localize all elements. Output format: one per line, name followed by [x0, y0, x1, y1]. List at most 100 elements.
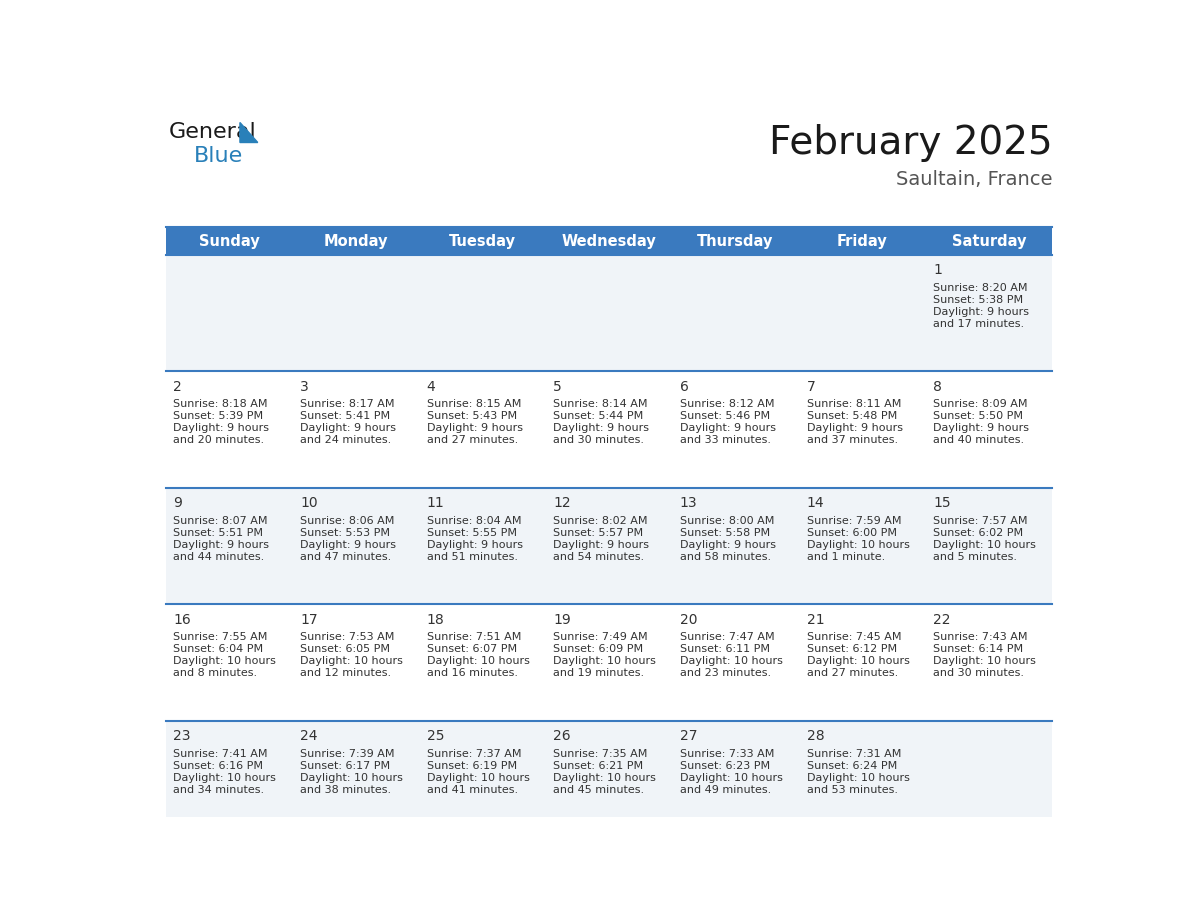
Text: Sunrise: 7:43 AM: Sunrise: 7:43 AM	[934, 633, 1028, 643]
Text: Sunset: 6:07 PM: Sunset: 6:07 PM	[426, 644, 517, 655]
Text: Sunset: 6:14 PM: Sunset: 6:14 PM	[934, 644, 1023, 655]
Text: and 45 minutes.: and 45 minutes.	[554, 785, 644, 794]
Text: Sunset: 5:46 PM: Sunset: 5:46 PM	[680, 411, 770, 421]
Text: Sunrise: 8:00 AM: Sunrise: 8:00 AM	[680, 516, 775, 526]
Text: Sunset: 6:24 PM: Sunset: 6:24 PM	[807, 761, 897, 770]
Text: Daylight: 9 hours: Daylight: 9 hours	[554, 540, 650, 550]
Bar	[165, 721, 1053, 837]
Text: Sunset: 6:00 PM: Sunset: 6:00 PM	[807, 528, 897, 538]
Text: 12: 12	[554, 497, 571, 510]
Text: and 51 minutes.: and 51 minutes.	[426, 552, 518, 562]
Text: 18: 18	[426, 612, 444, 627]
Text: Daylight: 9 hours: Daylight: 9 hours	[680, 540, 776, 550]
Text: Sunrise: 7:53 AM: Sunrise: 7:53 AM	[299, 633, 394, 643]
Text: Daylight: 9 hours: Daylight: 9 hours	[426, 423, 523, 433]
Text: Daylight: 10 hours: Daylight: 10 hours	[554, 773, 656, 782]
Text: 20: 20	[680, 612, 697, 627]
Text: Daylight: 10 hours: Daylight: 10 hours	[173, 773, 276, 782]
Text: Thursday: Thursday	[697, 233, 773, 249]
Text: Sunset: 5:38 PM: Sunset: 5:38 PM	[934, 295, 1023, 305]
Text: and 20 minutes.: and 20 minutes.	[173, 435, 265, 445]
Text: February 2025: February 2025	[769, 124, 1053, 162]
Text: Sunrise: 7:49 AM: Sunrise: 7:49 AM	[554, 633, 647, 643]
Text: Sunrise: 7:45 AM: Sunrise: 7:45 AM	[807, 633, 901, 643]
Text: Sunset: 5:50 PM: Sunset: 5:50 PM	[934, 411, 1023, 421]
Text: Saultain, France: Saultain, France	[896, 170, 1053, 189]
Text: Sunrise: 8:09 AM: Sunrise: 8:09 AM	[934, 399, 1028, 409]
Text: Daylight: 10 hours: Daylight: 10 hours	[934, 656, 1036, 666]
Text: and 19 minutes.: and 19 minutes.	[554, 668, 644, 678]
Text: and 58 minutes.: and 58 minutes.	[680, 552, 771, 562]
Text: Blue: Blue	[194, 146, 242, 165]
Text: Sunrise: 7:35 AM: Sunrise: 7:35 AM	[554, 749, 647, 758]
Text: Daylight: 9 hours: Daylight: 9 hours	[807, 423, 903, 433]
Text: Sunset: 5:39 PM: Sunset: 5:39 PM	[173, 411, 264, 421]
Bar	[165, 255, 1053, 372]
Text: and 40 minutes.: and 40 minutes.	[934, 435, 1024, 445]
Text: Sunset: 5:48 PM: Sunset: 5:48 PM	[807, 411, 897, 421]
Bar	[165, 372, 1053, 487]
Text: 10: 10	[299, 497, 317, 510]
Text: Sunrise: 7:57 AM: Sunrise: 7:57 AM	[934, 516, 1028, 526]
Text: Sunset: 6:23 PM: Sunset: 6:23 PM	[680, 761, 770, 770]
Text: and 38 minutes.: and 38 minutes.	[299, 785, 391, 794]
Text: Daylight: 10 hours: Daylight: 10 hours	[807, 540, 910, 550]
Text: 15: 15	[934, 497, 950, 510]
Text: and 30 minutes.: and 30 minutes.	[934, 668, 1024, 678]
Bar	[165, 487, 1053, 604]
Text: and 1 minute.: and 1 minute.	[807, 552, 885, 562]
Text: Sunrise: 7:41 AM: Sunrise: 7:41 AM	[173, 749, 267, 758]
Text: General: General	[169, 122, 257, 142]
Text: Daylight: 9 hours: Daylight: 9 hours	[426, 540, 523, 550]
Text: and 34 minutes.: and 34 minutes.	[173, 785, 265, 794]
Text: 16: 16	[173, 612, 191, 627]
Text: Daylight: 10 hours: Daylight: 10 hours	[934, 540, 1036, 550]
Text: Sunrise: 8:17 AM: Sunrise: 8:17 AM	[299, 399, 394, 409]
Text: Sunset: 5:51 PM: Sunset: 5:51 PM	[173, 528, 264, 538]
Text: Daylight: 10 hours: Daylight: 10 hours	[426, 773, 530, 782]
Text: Daylight: 10 hours: Daylight: 10 hours	[807, 656, 910, 666]
Text: 13: 13	[680, 497, 697, 510]
Text: Daylight: 9 hours: Daylight: 9 hours	[299, 540, 396, 550]
Text: Sunset: 6:02 PM: Sunset: 6:02 PM	[934, 528, 1023, 538]
Text: 7: 7	[807, 380, 815, 394]
Text: Sunrise: 7:47 AM: Sunrise: 7:47 AM	[680, 633, 775, 643]
Text: Sunrise: 8:20 AM: Sunrise: 8:20 AM	[934, 283, 1028, 293]
Text: Sunrise: 7:37 AM: Sunrise: 7:37 AM	[426, 749, 522, 758]
Text: Sunset: 5:57 PM: Sunset: 5:57 PM	[554, 528, 644, 538]
Text: Sunrise: 7:59 AM: Sunrise: 7:59 AM	[807, 516, 901, 526]
Text: Sunset: 5:44 PM: Sunset: 5:44 PM	[554, 411, 644, 421]
Text: Sunset: 5:43 PM: Sunset: 5:43 PM	[426, 411, 517, 421]
Text: and 44 minutes.: and 44 minutes.	[173, 552, 265, 562]
Text: Daylight: 10 hours: Daylight: 10 hours	[426, 656, 530, 666]
Text: Tuesday: Tuesday	[449, 233, 516, 249]
Text: and 54 minutes.: and 54 minutes.	[554, 552, 644, 562]
Text: Sunrise: 8:02 AM: Sunrise: 8:02 AM	[554, 516, 647, 526]
Text: Sunset: 6:11 PM: Sunset: 6:11 PM	[680, 644, 770, 655]
Text: Sunrise: 7:39 AM: Sunrise: 7:39 AM	[299, 749, 394, 758]
Text: and 17 minutes.: and 17 minutes.	[934, 319, 1024, 329]
Text: 1: 1	[934, 263, 942, 277]
Text: 24: 24	[299, 729, 317, 743]
Text: Daylight: 9 hours: Daylight: 9 hours	[173, 540, 270, 550]
Text: Daylight: 10 hours: Daylight: 10 hours	[807, 773, 910, 782]
Text: 11: 11	[426, 497, 444, 510]
Text: Sunset: 6:17 PM: Sunset: 6:17 PM	[299, 761, 390, 770]
Text: Daylight: 9 hours: Daylight: 9 hours	[680, 423, 776, 433]
Text: and 8 minutes.: and 8 minutes.	[173, 668, 258, 678]
Text: Sunset: 6:09 PM: Sunset: 6:09 PM	[554, 644, 644, 655]
Text: 4: 4	[426, 380, 435, 394]
Text: Daylight: 10 hours: Daylight: 10 hours	[173, 656, 276, 666]
Text: 23: 23	[173, 729, 191, 743]
Text: Sunrise: 8:18 AM: Sunrise: 8:18 AM	[173, 399, 267, 409]
Text: Sunset: 5:53 PM: Sunset: 5:53 PM	[299, 528, 390, 538]
Text: and 33 minutes.: and 33 minutes.	[680, 435, 771, 445]
Text: 2: 2	[173, 380, 182, 394]
Text: 9: 9	[173, 497, 182, 510]
Text: Sunrise: 8:06 AM: Sunrise: 8:06 AM	[299, 516, 394, 526]
Text: Daylight: 9 hours: Daylight: 9 hours	[173, 423, 270, 433]
Text: Sunrise: 8:04 AM: Sunrise: 8:04 AM	[426, 516, 522, 526]
Text: Sunset: 6:12 PM: Sunset: 6:12 PM	[807, 644, 897, 655]
Text: Sunset: 6:16 PM: Sunset: 6:16 PM	[173, 761, 264, 770]
Text: 21: 21	[807, 612, 824, 627]
